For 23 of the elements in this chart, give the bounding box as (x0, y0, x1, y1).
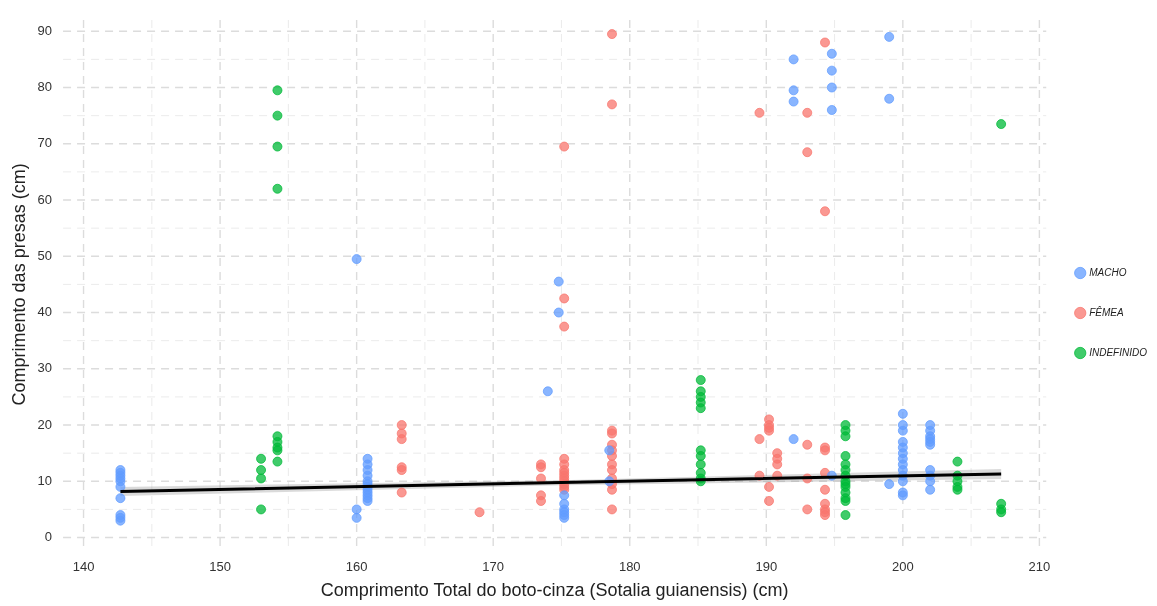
x-tick-label: 150 (209, 559, 231, 575)
y-tick-label: 50 (37, 247, 53, 263)
y-tick-label: 60 (37, 191, 53, 207)
y-tick-label: 90 (37, 22, 53, 38)
y-tick-label: 0 (44, 529, 53, 545)
y-tick-label: 40 (37, 304, 53, 320)
x-tick-label: 160 (345, 559, 368, 575)
x-tick-label: 210 (1028, 559, 1051, 575)
y-tick-label: 10 (37, 472, 53, 488)
x-tick-label: 140 (72, 559, 95, 575)
x-tick-label: 170 (482, 559, 505, 575)
legend-label: INDEFINIDO (1089, 346, 1148, 358)
x-tick-label: 180 (618, 559, 641, 575)
y-tick-label: 70 (37, 135, 53, 151)
y-tick-label: 30 (37, 360, 53, 376)
x-axis-title: Comprimento Total do boto-cinza (Sotalia guianensis) (cm) (320, 580, 789, 601)
y-axis-title: Comprimento das presas (cm) (8, 163, 29, 406)
legend-label: MACHO (1089, 266, 1127, 278)
x-tick-label: 190 (755, 559, 778, 575)
y-tick-label: 80 (37, 79, 53, 95)
y-tick-label: 20 (37, 416, 53, 432)
legend-label: FÊMEA (1089, 305, 1124, 318)
x-tick-label: 200 (891, 559, 914, 575)
